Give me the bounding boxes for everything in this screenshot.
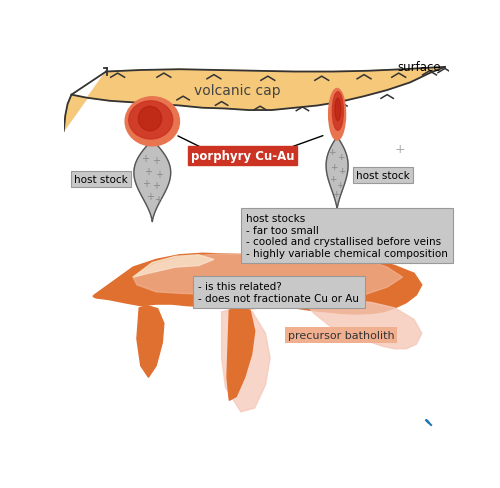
Polygon shape (302, 301, 422, 349)
Text: +: + (330, 175, 337, 184)
Ellipse shape (129, 102, 173, 140)
Text: +: + (395, 143, 406, 156)
Polygon shape (64, 68, 445, 132)
Text: +: + (328, 147, 336, 156)
Ellipse shape (328, 89, 345, 141)
Text: host stocks
- far too small
- cooled and crystallised before veins
- highly vari: host stocks - far too small - cooled and… (246, 214, 448, 259)
Ellipse shape (332, 93, 344, 131)
Text: +: + (154, 195, 162, 204)
Polygon shape (227, 307, 254, 401)
Polygon shape (222, 309, 270, 412)
Text: +: + (330, 163, 338, 171)
Text: precursor batholith: precursor batholith (288, 330, 395, 340)
Text: +: + (152, 156, 160, 165)
Text: +: + (146, 192, 154, 202)
Polygon shape (134, 141, 170, 222)
Text: +: + (336, 181, 344, 190)
Text: +: + (155, 169, 163, 179)
Ellipse shape (335, 99, 341, 122)
Text: +: + (152, 181, 160, 191)
Text: porphyry Cu-Au: porphyry Cu-Au (190, 150, 294, 163)
Polygon shape (133, 255, 214, 278)
Text: - is this related?
- does not fractionate Cu or Au: - is this related? - does not fractionat… (198, 282, 360, 303)
Text: +: + (144, 166, 152, 177)
Polygon shape (133, 255, 402, 298)
Ellipse shape (138, 107, 162, 132)
Text: +: + (332, 189, 340, 199)
Text: +: + (140, 154, 148, 164)
Ellipse shape (125, 98, 180, 146)
Text: +: + (142, 178, 150, 188)
Polygon shape (137, 306, 164, 377)
Text: surface: surface (398, 61, 441, 74)
Text: host stock: host stock (356, 170, 410, 181)
Text: host stock: host stock (74, 175, 128, 185)
Polygon shape (93, 254, 422, 314)
Text: +: + (338, 166, 345, 176)
Text: +: + (337, 152, 344, 161)
Text: volcanic cap: volcanic cap (194, 84, 280, 98)
Polygon shape (326, 137, 348, 209)
